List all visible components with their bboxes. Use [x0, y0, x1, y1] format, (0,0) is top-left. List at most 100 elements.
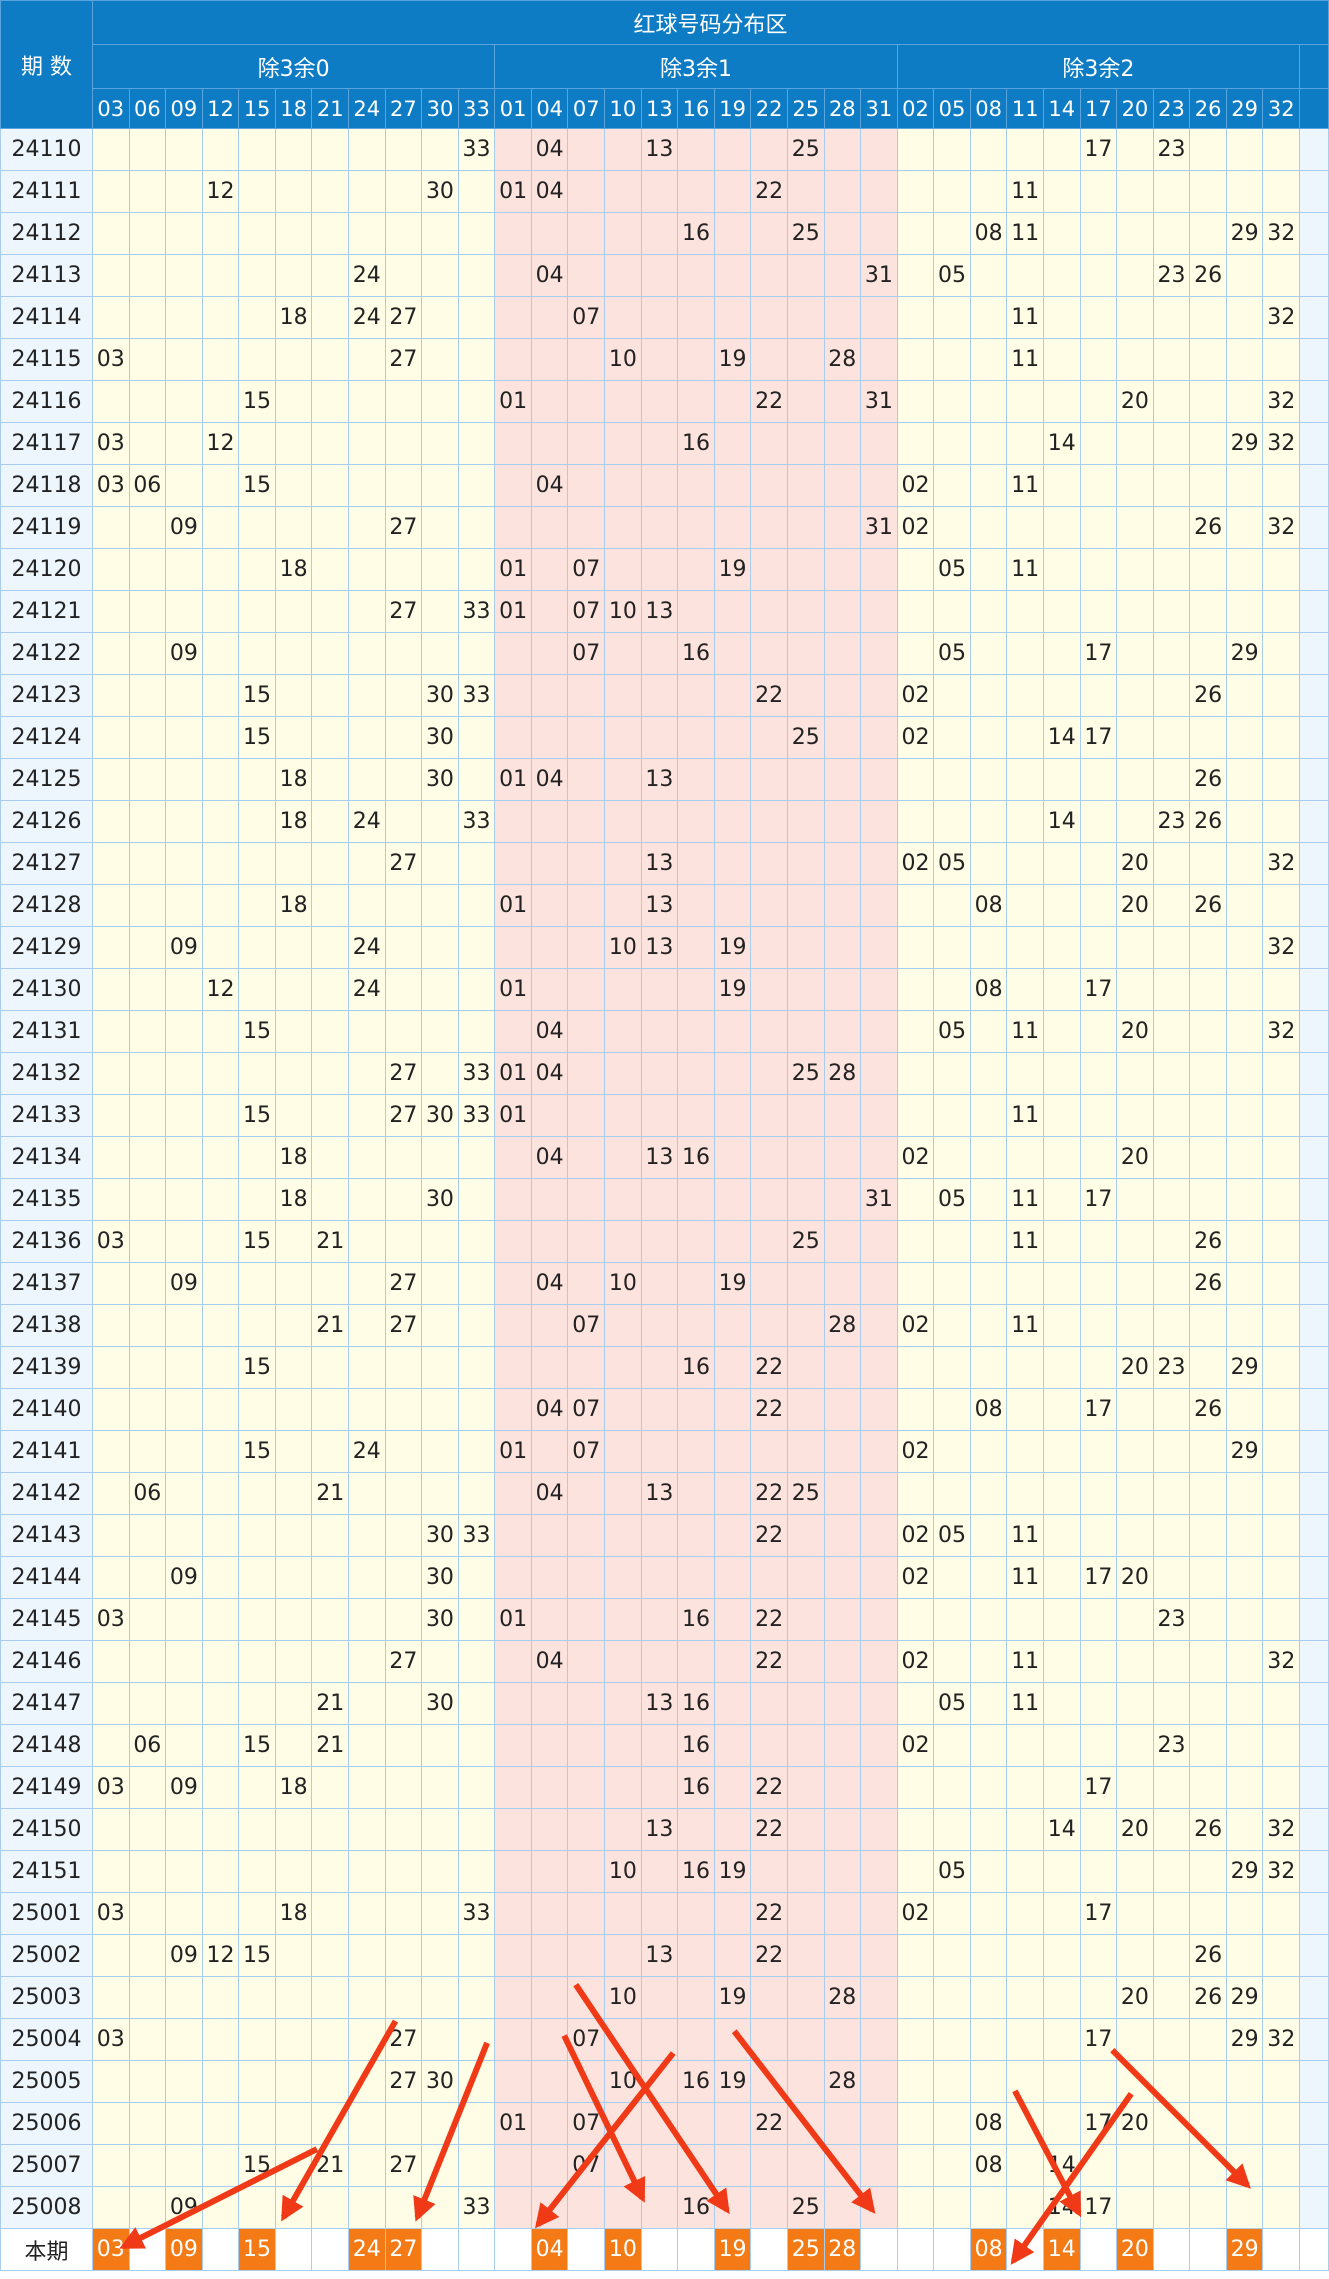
- number-cell: 18: [274, 884, 313, 927]
- number-cell: [530, 716, 569, 759]
- current-cell: 04: [530, 2228, 569, 2271]
- number-cell: [1079, 1514, 1118, 1557]
- number-cell: [677, 1388, 715, 1431]
- number-cell: [896, 2060, 935, 2103]
- number-cell: 10: [604, 1262, 642, 1305]
- number-cell: [1189, 1724, 1227, 1767]
- number-cell: [274, 1934, 313, 1977]
- number-cell: [91, 2186, 130, 2229]
- number-cell: [530, 1514, 569, 1557]
- drawn-number: 04: [535, 179, 564, 204]
- drawn-number: 24: [352, 263, 381, 288]
- number-cell: 29: [1225, 422, 1264, 465]
- number-cell: [1152, 338, 1191, 381]
- number-cell: 11: [1006, 338, 1044, 381]
- number-cell: [786, 170, 825, 213]
- number-cell: [640, 1640, 679, 1683]
- number-cell: [1225, 254, 1264, 297]
- drawn-number: 30: [425, 2069, 454, 2094]
- number-cell: 26: [1189, 674, 1227, 717]
- number-cell: [1006, 926, 1044, 969]
- period-cell: 24151: [0, 1850, 93, 1893]
- number-cell: [530, 674, 569, 717]
- number-cell: [933, 380, 971, 423]
- number-cell: [1079, 1094, 1118, 1137]
- drawn-number: 07: [572, 2027, 601, 2052]
- number-cell: [457, 1976, 496, 2019]
- number-cell: [1152, 1850, 1191, 1893]
- number-cell: [128, 2102, 167, 2145]
- number-cell: 10: [604, 926, 642, 969]
- number-cell: [128, 2186, 167, 2229]
- number-cell: [1006, 1808, 1044, 1851]
- number-cell: [128, 884, 167, 927]
- drawn-number: 01: [499, 389, 528, 414]
- number-cell: [384, 2186, 423, 2229]
- period-cell: 24112: [0, 212, 93, 255]
- number-cell: 22: [750, 1766, 788, 1809]
- number-cell: [677, 1640, 715, 1683]
- number-cell: [1079, 380, 1118, 423]
- number-cell: 22: [750, 380, 788, 423]
- extra-cell: [1299, 758, 1329, 801]
- current-cell: [896, 2228, 935, 2271]
- current-cell: 09: [165, 2228, 203, 2271]
- number-cell: [713, 212, 752, 255]
- number-cell: [1225, 1766, 1264, 1809]
- number-header: 01: [494, 88, 532, 129]
- number-cell: [494, 1010, 532, 1053]
- number-cell: [896, 1598, 935, 1641]
- number-cell: [201, 1052, 240, 1095]
- number-cell: [201, 2018, 240, 2061]
- number-cell: [677, 128, 715, 171]
- number-cell: [1189, 2186, 1227, 2229]
- drawn-number: 18: [279, 305, 308, 330]
- number-cell: [860, 884, 898, 927]
- extra-cell: [1299, 1976, 1329, 2019]
- draw-row: 24110 33 04 13 25 17 23: [0, 128, 1329, 171]
- number-cell: [604, 548, 642, 591]
- number-cell: 15: [238, 1220, 276, 1263]
- number-cell: [713, 1934, 752, 1977]
- number-cell: [384, 968, 423, 1011]
- current-cell: 03: [91, 2228, 130, 2271]
- number-cell: [713, 1010, 752, 1053]
- draw-row: 24117 03 12 16 14 29 32: [0, 422, 1329, 465]
- drawn-number: 13: [645, 851, 674, 876]
- number-cell: [384, 716, 423, 759]
- current-cell: [494, 2228, 532, 2271]
- number-cell: [457, 758, 496, 801]
- number-cell: [421, 1388, 459, 1431]
- number-cell: 26: [1189, 254, 1227, 297]
- number-cell: [457, 548, 496, 591]
- draw-row: 24113 24 04 31 05 23 26: [0, 254, 1329, 297]
- number-header: 12: [201, 88, 240, 129]
- number-cell: [201, 128, 240, 171]
- number-cell: [567, 1136, 606, 1179]
- number-cell: [1042, 1262, 1081, 1305]
- drawn-number: 22: [755, 1397, 784, 1422]
- number-cell: [677, 1178, 715, 1221]
- number-cell: [677, 800, 715, 843]
- number-cell: [640, 800, 679, 843]
- number-cell: [1116, 1094, 1154, 1137]
- number-cell: [1262, 254, 1301, 297]
- number-cell: [640, 254, 679, 297]
- number-cell: [530, 338, 569, 381]
- drawn-number: 32: [1267, 1019, 1296, 1044]
- number-cell: [457, 422, 496, 465]
- number-cell: [128, 296, 167, 339]
- number-cell: 01: [494, 170, 532, 213]
- drawn-number: 20: [1120, 1985, 1149, 2010]
- current-number: 28: [828, 2237, 857, 2262]
- number-cell: [530, 1598, 569, 1641]
- number-cell: [421, 1136, 459, 1179]
- number-cell: [896, 1976, 935, 2019]
- number-cell: [786, 2018, 825, 2061]
- number-cell: [165, 212, 203, 255]
- drawn-number: 29: [1230, 221, 1259, 246]
- number-cell: [201, 1472, 240, 1515]
- number-cell: 07: [567, 2102, 606, 2145]
- number-cell: [128, 1850, 167, 1893]
- number-cell: [604, 2018, 642, 2061]
